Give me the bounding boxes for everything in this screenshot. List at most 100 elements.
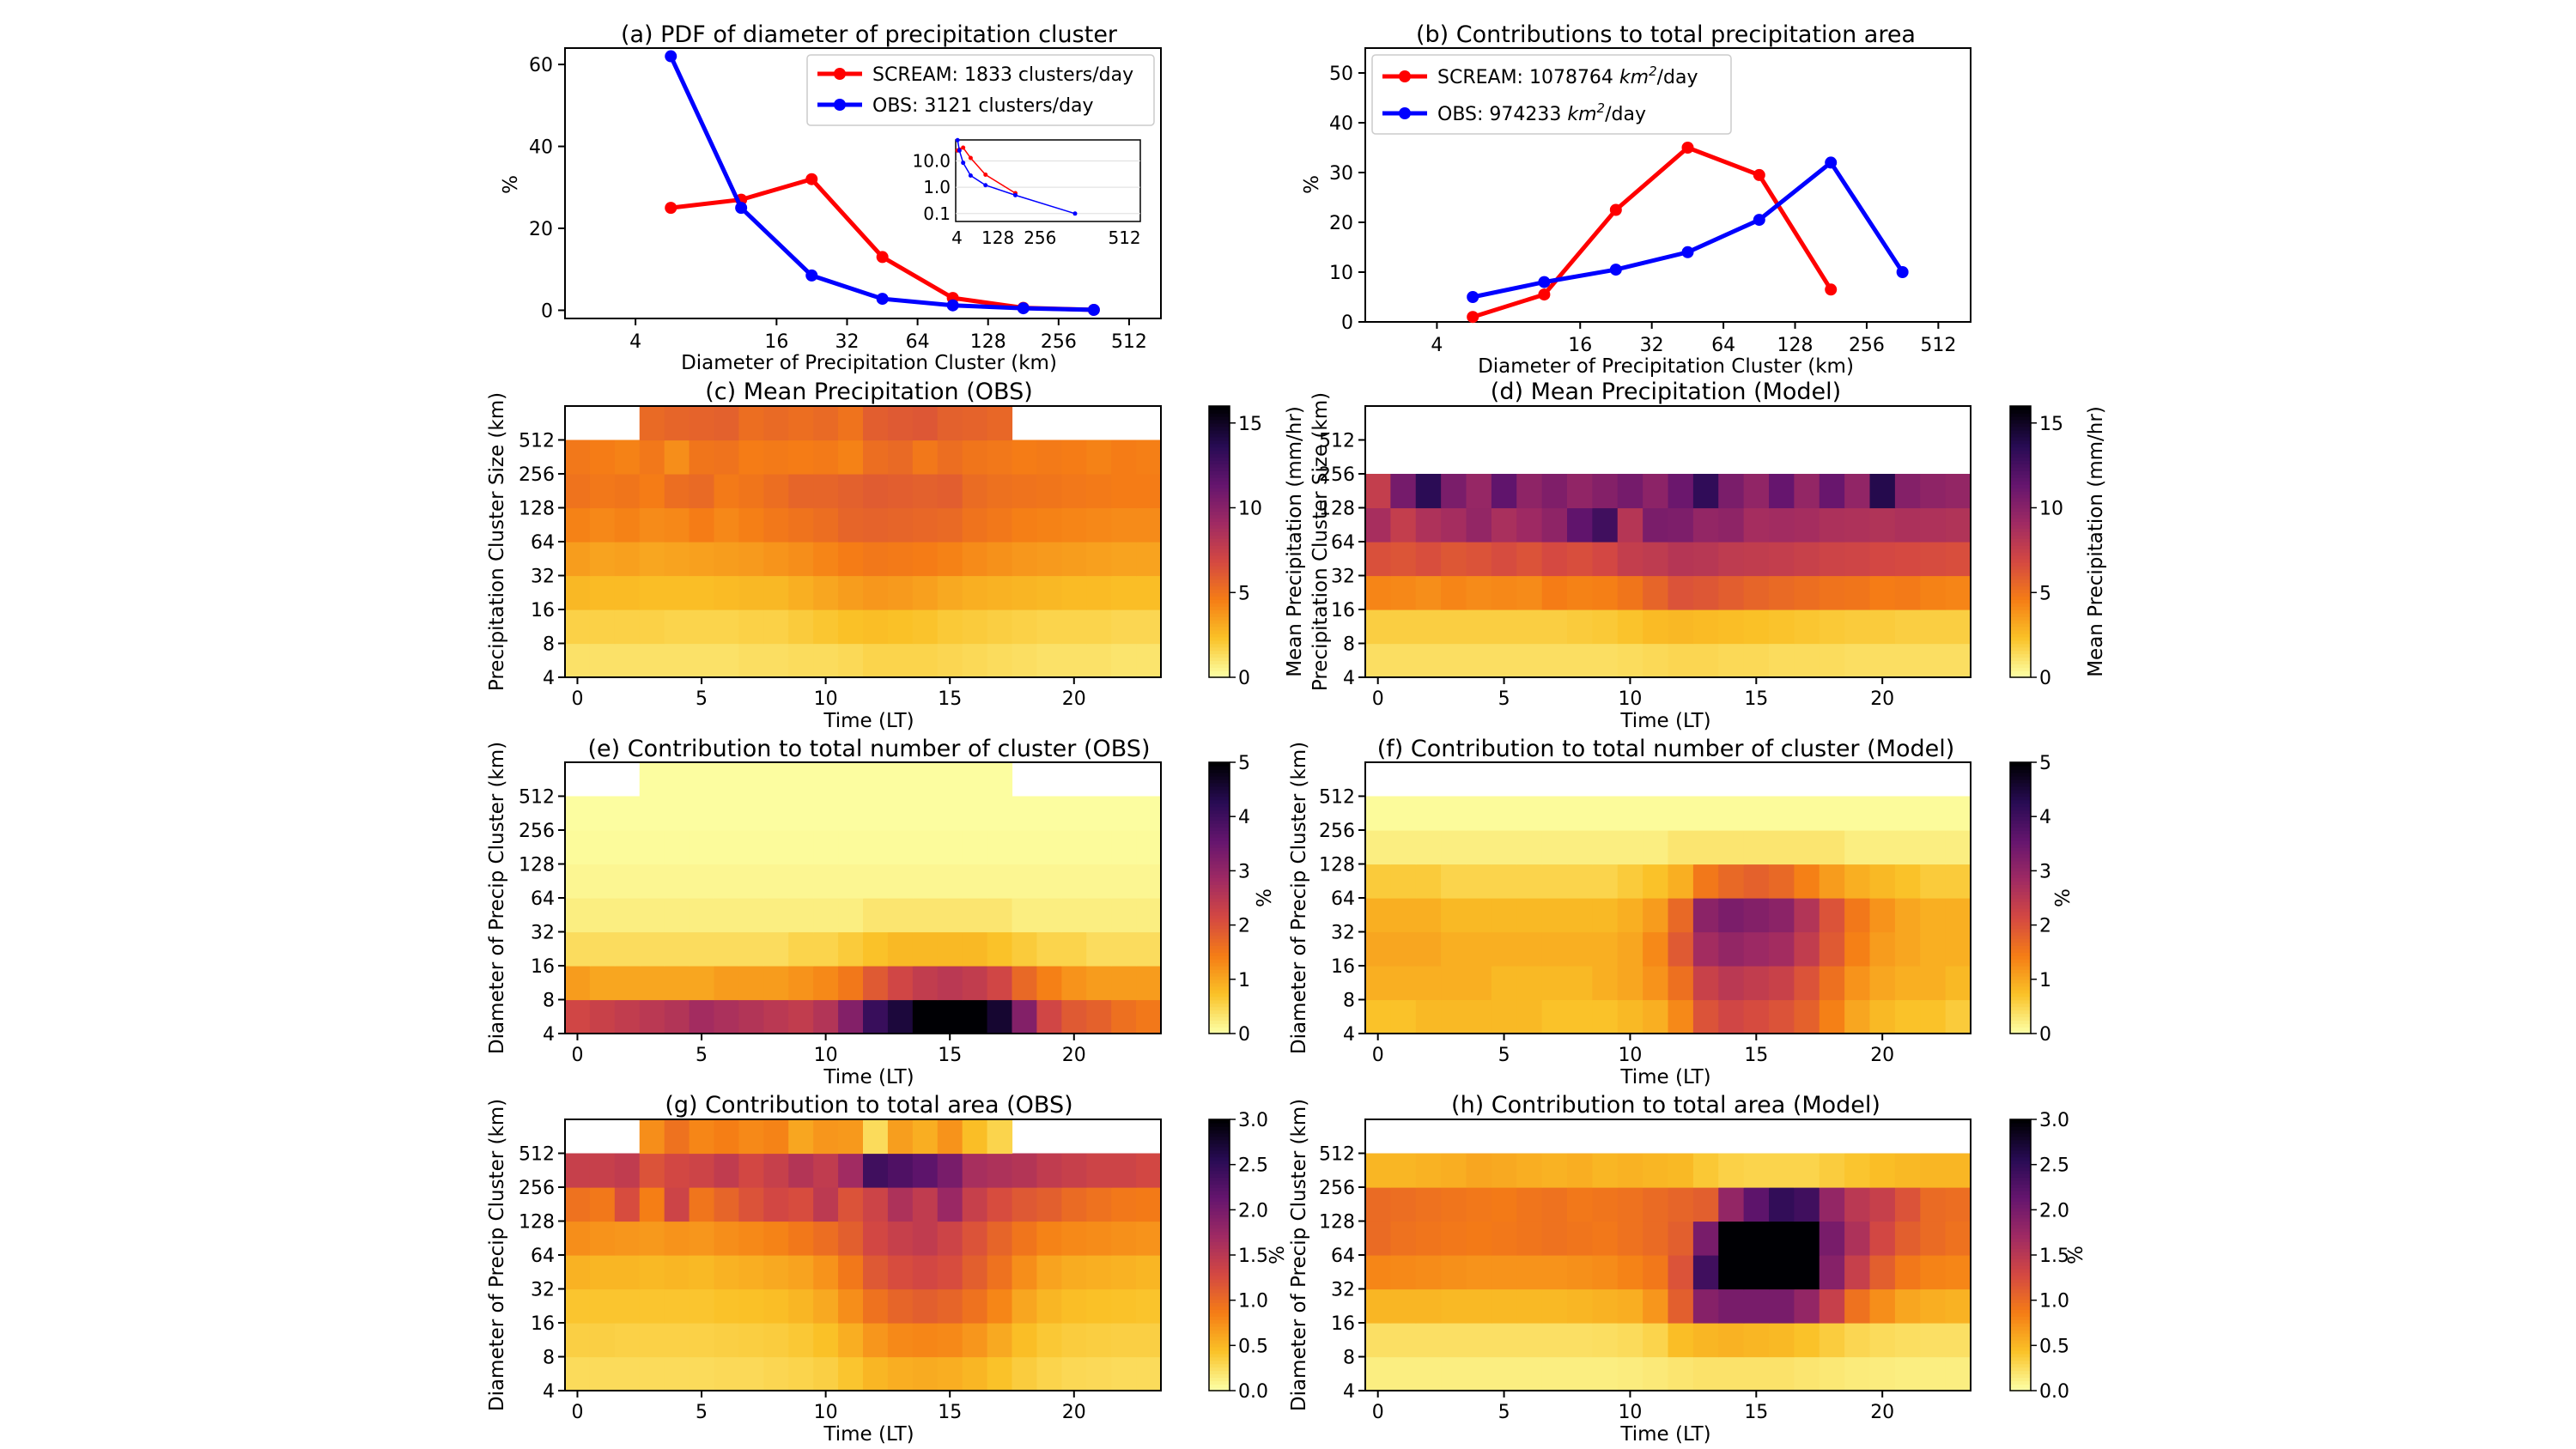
heatmap-cell: [863, 1153, 889, 1188]
heatmap-cell: [1945, 1221, 1971, 1256]
heatmap-cell: [1794, 643, 1820, 678]
heatmap-cell: [813, 609, 839, 645]
legend-scream-sup: 2: [1649, 64, 1657, 79]
heatmap-cell: [1390, 609, 1417, 645]
heatmap-cell: [1086, 542, 1112, 577]
colorbar-segment: [1209, 565, 1230, 570]
heatmap-cell: [1061, 1356, 1087, 1391]
legend-scream-unit: km: [1619, 67, 1649, 88]
heatmap-cell: [1617, 1187, 1643, 1222]
colorbar-segment: [2010, 894, 2031, 899]
colorbar-segment: [2010, 483, 2031, 488]
heatmap-cell: [1869, 1255, 1896, 1290]
heatmap-cell: [589, 474, 616, 509]
scream-data-point: [1681, 142, 1694, 154]
heatmap-cell: [1692, 575, 1719, 610]
colorbar-segment: [2010, 925, 2031, 930]
heatmap-cell: [1441, 931, 1467, 967]
heatmap-cell: [1643, 966, 1669, 1001]
heatmap-cell: [1869, 864, 1896, 899]
heatmap-cell: [887, 643, 914, 678]
colorbar-segment: [1209, 419, 1230, 424]
heatmap-cell: [1894, 1255, 1921, 1290]
heatmap-cell: [813, 440, 839, 475]
heatmap-cell: [1819, 966, 1845, 1001]
heatmap-cell: [962, 1356, 988, 1391]
heatmap-cell: [1441, 1356, 1467, 1391]
colorbar-segment: [2010, 830, 2031, 834]
heatmap-cell: [813, 542, 839, 577]
colorbar-tick-label: 1: [2039, 970, 2051, 991]
heatmap-cell: [1061, 507, 1087, 543]
heatmap-cell: [987, 440, 1013, 475]
heatmap-cell: [937, 1119, 963, 1155]
colorbar-segment: [1209, 1363, 1230, 1368]
heatmap-cell: [689, 474, 715, 509]
heatmap-cell: [1036, 1187, 1062, 1222]
inset-data-point: [1012, 192, 1018, 197]
colorbar-segment: [1209, 796, 1230, 801]
heatmap-cell: [1086, 999, 1112, 1034]
colorbar-segment: [2010, 820, 2031, 824]
x-tick-label: 20: [1062, 688, 1086, 710]
heatmap-cell: [912, 1356, 939, 1391]
heatmap-cell: [1441, 796, 1467, 831]
heatmap-cell: [763, 575, 789, 610]
heatmap-cell: [962, 1255, 988, 1290]
colorbar-segment: [1209, 542, 1230, 546]
y-tick-label: 128: [1319, 1212, 1355, 1234]
heatmap-cell: [1592, 796, 1619, 831]
heatmap-cell: [1541, 609, 1568, 645]
heatmap-cell: [1592, 1255, 1619, 1290]
colorbar-segment: [1209, 799, 1230, 804]
heatmap-cell: [1718, 609, 1745, 645]
y-tick-label: 512: [1319, 787, 1355, 809]
heatmap-cell: [1086, 440, 1112, 475]
colorbar-segment: [2010, 535, 2031, 539]
heatmap-cell: [1012, 966, 1038, 1001]
heatmap-cell: [788, 1288, 814, 1324]
heatmap-cell: [614, 999, 641, 1034]
colorbar-segment: [2010, 592, 2031, 597]
heatmap-cell: [937, 575, 963, 610]
heatmap-cell: [1592, 575, 1619, 610]
colorbar-segment: [2010, 548, 2031, 553]
heatmap-cell: [1441, 898, 1467, 933]
colorbar-segment: [1209, 1009, 1230, 1015]
heatmap-cell: [738, 1288, 764, 1324]
heatmap-cell: [1945, 507, 1971, 543]
heatmap-cell: [689, 830, 715, 865]
heatmap-cell: [1541, 1153, 1568, 1188]
heatmap-cell: [1844, 1153, 1871, 1188]
heatmap-cell: [1390, 575, 1417, 610]
x-tick-label: 256: [1041, 331, 1077, 353]
colorbar-segment: [2010, 1027, 2031, 1031]
colorbar-segment: [1209, 433, 1230, 438]
heatmap-cell: [1086, 609, 1112, 645]
heatmap-cell: [1844, 542, 1871, 577]
colorbar-segment: [2010, 768, 2031, 773]
x-tick-label: 0: [1372, 1045, 1384, 1066]
heatmap-cell: [987, 1255, 1013, 1290]
colorbar-segment: [2010, 589, 2031, 594]
heatmap-cell: [1794, 1323, 1820, 1358]
heatmap-cell: [763, 440, 789, 475]
heatmap-cell: [738, 931, 764, 967]
heatmap-cell: [614, 966, 641, 1001]
heatmap-cell: [1769, 507, 1795, 543]
colorbar-segment: [1209, 833, 1230, 838]
colorbar-segment: [2010, 450, 2031, 455]
colorbar-segment: [2010, 1167, 2031, 1172]
heatmap-cell: [1894, 474, 1921, 509]
colorbar-segment: [2010, 785, 2031, 791]
heatmap-cell: [1567, 507, 1593, 543]
colorbar-segment: [1209, 1197, 1230, 1202]
colorbar-segment: [1209, 1203, 1230, 1209]
heatmap-cell: [714, 1221, 740, 1256]
heatmap-cell: [1415, 966, 1442, 1001]
heatmap-cell: [1567, 1221, 1593, 1256]
heatmap-cell: [1491, 542, 1517, 577]
colorbar-segment: [1209, 544, 1230, 549]
panel-g-title: (g) Contribution to total area (OBS): [665, 1092, 1072, 1119]
